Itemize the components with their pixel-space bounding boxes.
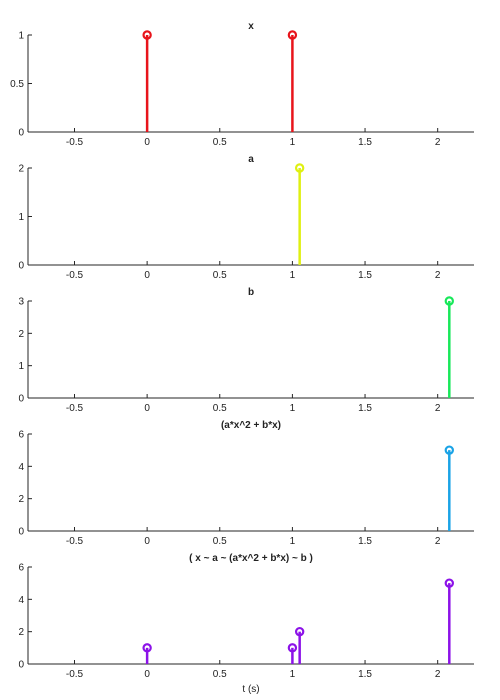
x-tick-label: 2 [435, 669, 441, 680]
y-tick-label: 6 [18, 563, 24, 574]
panel-title: ( x ~ a ~ (a*x^2 + b*x) ~ b ) [189, 553, 313, 564]
stem-marker [444, 445, 455, 455]
y-tick-label: 4 [18, 462, 24, 473]
stem-marker [444, 578, 455, 588]
stem-marker [287, 30, 298, 40]
y-tick-label: 0.5 [10, 79, 24, 90]
y-tick-label: 0 [18, 394, 24, 405]
x-tick-label: 1 [290, 403, 296, 414]
x-tick-label: -0.5 [66, 669, 84, 680]
panel-title: b [248, 287, 254, 298]
y-tick-label: 0 [18, 527, 24, 538]
x-tick-label: 0 [144, 270, 150, 281]
x-tick-label: 0.5 [213, 403, 227, 414]
y-tick-label: 6 [18, 430, 24, 441]
stem-marker [294, 626, 305, 637]
y-tick-label: 1 [18, 361, 24, 372]
panel-title: (a*x^2 + b*x) [221, 420, 281, 431]
x-tick-label: 1.5 [358, 270, 372, 281]
x-tick-label: 2 [435, 270, 441, 281]
stem-marker [142, 30, 152, 40]
x-tick-label: 0 [144, 137, 150, 148]
x-tick-label: 1.5 [358, 669, 372, 680]
x-tick-label: 0 [144, 536, 150, 547]
y-tick-label: 3 [18, 297, 24, 308]
y-tick-label: 2 [18, 329, 24, 340]
x-tick-label: 0 [144, 403, 150, 414]
stem-marker [294, 163, 305, 173]
x-tick-label: 1 [290, 669, 296, 680]
x-tick-label: 2 [435, 403, 441, 414]
x-tick-label: 0.5 [213, 669, 227, 680]
stem-marker [287, 643, 298, 653]
x-tick-label: 1.5 [358, 403, 372, 414]
stem-marker [444, 296, 455, 306]
x-tick-label: -0.5 [66, 403, 84, 414]
x-tick-label: 1 [290, 137, 296, 148]
x-tick-label: 1.5 [358, 536, 372, 547]
y-tick-label: 2 [18, 627, 24, 638]
x-tick-label: 0 [144, 669, 150, 680]
x-tick-label: 0.5 [213, 536, 227, 547]
y-tick-label: 0 [18, 128, 24, 139]
y-tick-label: 2 [18, 494, 24, 505]
panel-title: x [248, 21, 254, 32]
stem-marker [142, 643, 152, 653]
x-axis-label: t (s) [242, 684, 259, 695]
x-tick-label: 2 [435, 536, 441, 547]
y-tick-label: 4 [18, 595, 24, 606]
y-tick-label: 2 [18, 164, 24, 175]
y-tick-label: 0 [18, 261, 24, 272]
x-tick-label: -0.5 [66, 536, 84, 547]
x-tick-label: -0.5 [66, 137, 84, 148]
x-tick-label: 0.5 [213, 137, 227, 148]
x-tick-label: -0.5 [66, 270, 84, 281]
x-tick-label: 0.5 [213, 270, 227, 281]
x-tick-label: 1.5 [358, 137, 372, 148]
y-tick-label: 1 [18, 212, 24, 223]
x-tick-label: 2 [435, 137, 441, 148]
x-tick-label: 1 [290, 270, 296, 281]
panel-title: a [248, 154, 254, 165]
y-tick-label: 0 [18, 660, 24, 671]
x-tick-label: 1 [290, 536, 296, 547]
y-tick-label: 1 [18, 31, 24, 42]
